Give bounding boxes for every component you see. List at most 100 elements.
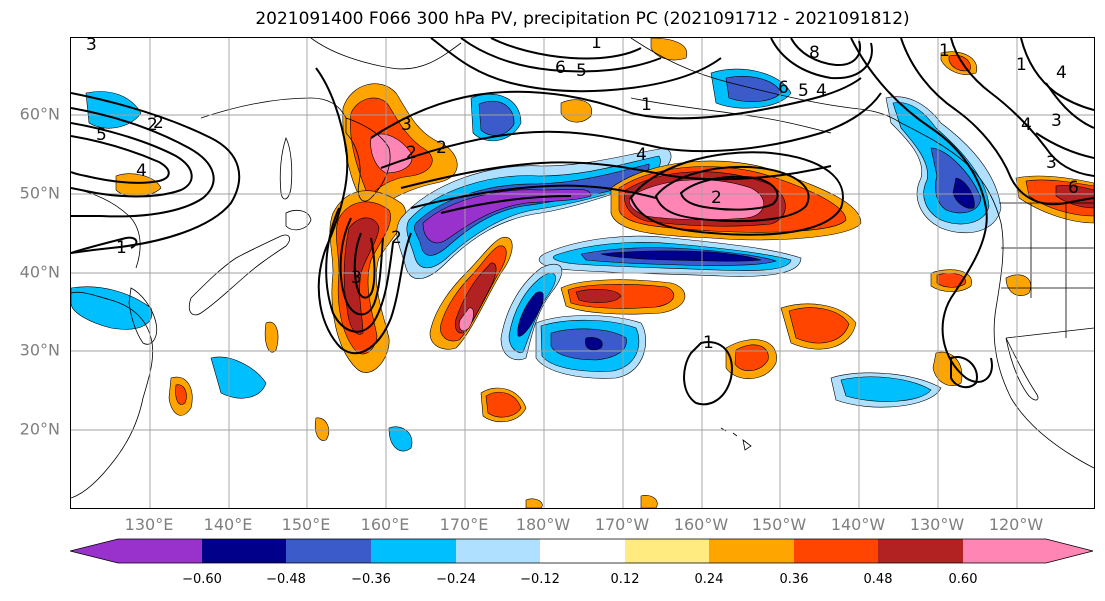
precip-positive-37n-east-core xyxy=(936,273,966,288)
pv-contour-bering-1 xyxy=(430,38,722,93)
lon-label-160e: 160°E xyxy=(360,515,410,534)
colorbar-tick-label: 0.48 xyxy=(863,572,893,587)
pv-label: 5 xyxy=(576,61,587,81)
precip-negative-bering-blue xyxy=(725,76,782,102)
precip-negative-25n xyxy=(210,356,267,399)
colorbar-tick-label: 0.60 xyxy=(948,572,978,587)
lat-label-50n: 50°N xyxy=(19,183,60,203)
lon-label-130w: 130°W xyxy=(909,515,965,534)
pv-label: 3 xyxy=(401,115,412,135)
pv-label: 2 xyxy=(406,143,417,163)
pv-label: 4 xyxy=(1056,63,1067,83)
precip-negative-diagonal-navy xyxy=(517,291,544,337)
plot-title: 2021091400 F066 300 hPa PV, precipitatio… xyxy=(255,9,910,29)
pv-contour-west-1 xyxy=(71,236,138,254)
colorbar-bin-6 xyxy=(625,539,709,563)
pv-contour-labels: 3 2 5 4 1 2 3 1 6 5 4 8 6 5 4 1 2 1 2 3 … xyxy=(86,38,1079,353)
pv-contour-bering-3 xyxy=(490,38,642,60)
pv-contour-kuril-3 xyxy=(339,217,384,316)
pv-label: 6 xyxy=(555,58,566,78)
lon-label-180w: 180°W xyxy=(515,515,571,534)
colorbar-bin-5 xyxy=(540,539,625,563)
coast-kamchatka xyxy=(345,117,391,202)
pv-label: 2 xyxy=(436,138,447,158)
precip-positive-arctic xyxy=(650,38,688,61)
colorbar-bin-9 xyxy=(878,539,963,563)
pv-label: 4 xyxy=(636,145,647,165)
precip-negative-siberia xyxy=(85,91,142,129)
colorbar-bin-2 xyxy=(286,539,371,563)
pv-label: 5 xyxy=(96,125,107,145)
colorbar-tick-label: 0.24 xyxy=(694,572,724,587)
pv-contour-bering-5 xyxy=(790,38,861,67)
colorbar-bin-10 xyxy=(963,539,1093,563)
precip-positive-27n-east xyxy=(932,351,963,387)
pv-contour-east-5 xyxy=(1045,82,1094,129)
coast-sakhalin xyxy=(279,136,293,200)
precip-positive-19n xyxy=(314,417,330,441)
gridlines xyxy=(71,38,1094,508)
pv-contour-jet-2 xyxy=(380,92,882,169)
pv-label: 4 xyxy=(816,81,827,101)
coast-korea xyxy=(128,287,158,345)
precip-positive-okhotsk-pink xyxy=(370,133,413,174)
pv-label: 4 xyxy=(1021,115,1032,135)
pv-label: 3 xyxy=(86,38,97,55)
pv-contour-bering-2 xyxy=(460,38,662,73)
pv-contours xyxy=(71,38,1094,406)
pv-contour-jet-4 xyxy=(410,184,657,209)
colorbar-bin-1 xyxy=(202,539,286,563)
precip-negative-40n-navy xyxy=(600,250,762,262)
precip-positive-25n-west-core xyxy=(175,384,187,405)
pv-label: 6 xyxy=(1068,178,1079,198)
coast-hokkaido xyxy=(285,209,312,231)
pv-contour-kuril-2 xyxy=(325,207,394,333)
pv-label: 1 xyxy=(591,38,602,53)
lat-label-30n: 30°N xyxy=(19,340,60,360)
pv-label: 8 xyxy=(809,43,820,63)
precip-positive-south-edge xyxy=(640,495,658,508)
map-canvas: 3 2 5 4 1 2 3 1 6 5 4 8 6 5 4 1 2 1 2 3 … xyxy=(71,38,1094,508)
pv-contour-nw-3 xyxy=(71,122,193,198)
precip-positive-170e-pink xyxy=(458,307,474,332)
pv-contour-subtrop-2 xyxy=(950,356,978,389)
colorbar-bin-8 xyxy=(794,539,878,563)
precip-positive-south-edge-2 xyxy=(525,498,543,508)
precip-positive-ne-red xyxy=(1055,185,1094,209)
pv-label: 2 xyxy=(711,188,722,208)
colorbar-tick-label: −0.24 xyxy=(436,572,476,587)
coast-siberia-north xyxy=(310,38,462,70)
pv-contour-subtrop-1 xyxy=(683,341,733,406)
pv-contour-nw-2 xyxy=(71,107,215,218)
colorbar-tick-label: −0.60 xyxy=(182,572,222,587)
colorbar-tick-label: −0.12 xyxy=(520,572,560,587)
pv-contour-east-6 xyxy=(1035,132,1094,159)
lon-label-170e: 170°E xyxy=(439,515,489,534)
border-us-mexico xyxy=(1005,327,1094,339)
precip-negative-26n-east-sky xyxy=(840,376,932,402)
colorbar-bin-4 xyxy=(456,539,540,563)
precip-positive-38n-far-east xyxy=(1005,274,1031,297)
colorbar-outline xyxy=(70,538,1094,564)
pv-label: 1 xyxy=(641,95,652,115)
precip-positive-22n-core xyxy=(485,392,522,418)
pv-contour-nw-4 xyxy=(71,135,170,184)
coast-baja xyxy=(1005,337,1039,401)
lon-label-140e: 140°E xyxy=(203,515,253,534)
lon-label-150e: 150°E xyxy=(281,515,331,534)
colorbar-tick-label: 0.12 xyxy=(610,572,640,587)
pv-label: 1 xyxy=(1016,55,1027,75)
pv-contour-central-2 xyxy=(654,165,810,223)
pv-contour-kuril-1 xyxy=(315,67,412,355)
pv-label: 3 xyxy=(1051,111,1062,131)
colorbar-tick-label: 0.36 xyxy=(779,572,809,587)
coast-alaska xyxy=(630,38,902,124)
pv-contour-east-3 xyxy=(950,38,1094,177)
precip-positive-33n-east-core xyxy=(788,307,850,344)
lat-label-20n: 20°N xyxy=(19,419,60,439)
lon-label-120w: 120°W xyxy=(988,515,1044,534)
precip-positive-bering-small xyxy=(560,99,593,123)
pv-label: 6 xyxy=(778,78,789,98)
pv-contour-jet-5 xyxy=(440,195,572,214)
pv-contour-east-4 xyxy=(1020,38,1094,111)
